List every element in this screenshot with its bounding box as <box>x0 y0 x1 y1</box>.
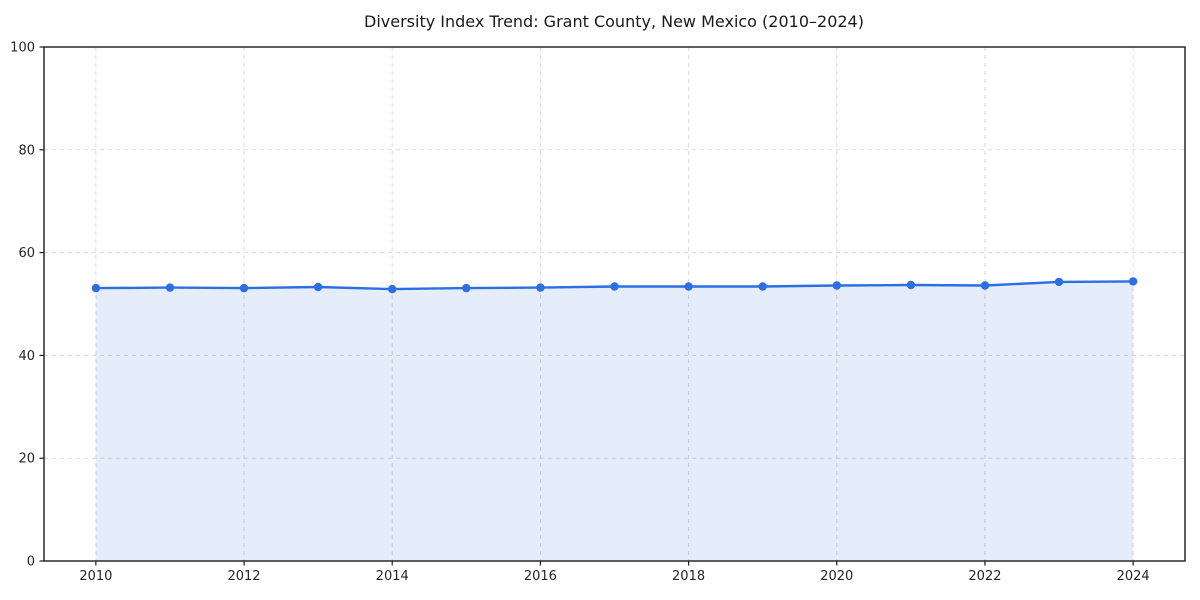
data-point-marker <box>91 283 101 293</box>
y-tick-label: 60 <box>18 246 35 261</box>
data-point-marker <box>239 283 249 293</box>
data-point-marker <box>1128 277 1138 286</box>
x-tick-label: 2012 <box>227 569 260 584</box>
y-tick-label: 100 <box>10 41 35 56</box>
x-tick-label: 2018 <box>672 569 705 584</box>
data-point-marker <box>684 282 693 291</box>
data-point-marker <box>388 284 397 294</box>
y-tick-label: 20 <box>18 452 35 467</box>
data-point-marker <box>536 283 545 292</box>
y-tick-label: 40 <box>18 349 35 364</box>
x-tick-label: 2024 <box>1117 569 1150 584</box>
data-point-marker <box>313 282 323 292</box>
y-tick-label: 80 <box>18 143 35 158</box>
plot-border <box>43 46 1186 562</box>
series-layer <box>91 277 1138 561</box>
x-tick-label: 2016 <box>524 569 557 584</box>
data-point-marker <box>462 283 471 293</box>
area-fill <box>95 281 1134 561</box>
x-tick-label: 2020 <box>820 569 853 584</box>
gridlines-layer <box>44 47 1185 561</box>
x-tick-label: 2014 <box>376 569 409 584</box>
x-tick-label: 2022 <box>968 569 1001 584</box>
data-point-marker <box>832 281 841 290</box>
data-point-marker <box>980 281 990 290</box>
chart-title: Diversity Index Trend: Grant County, New… <box>364 12 864 31</box>
axes-layer <box>39 46 1186 566</box>
y-tick-label: 0 <box>27 555 35 570</box>
data-point-marker <box>906 280 916 290</box>
data-point-marker <box>1054 277 1064 287</box>
data-point-marker <box>610 282 619 291</box>
tick-labels-layer: 2010 2012 2014 2016 2018 2020 2022 2024 0 20 40 60 8… <box>10 41 1150 585</box>
data-point-marker <box>758 282 767 291</box>
data-point-marker <box>165 283 175 292</box>
x-tick-label: 2010 <box>79 569 112 584</box>
